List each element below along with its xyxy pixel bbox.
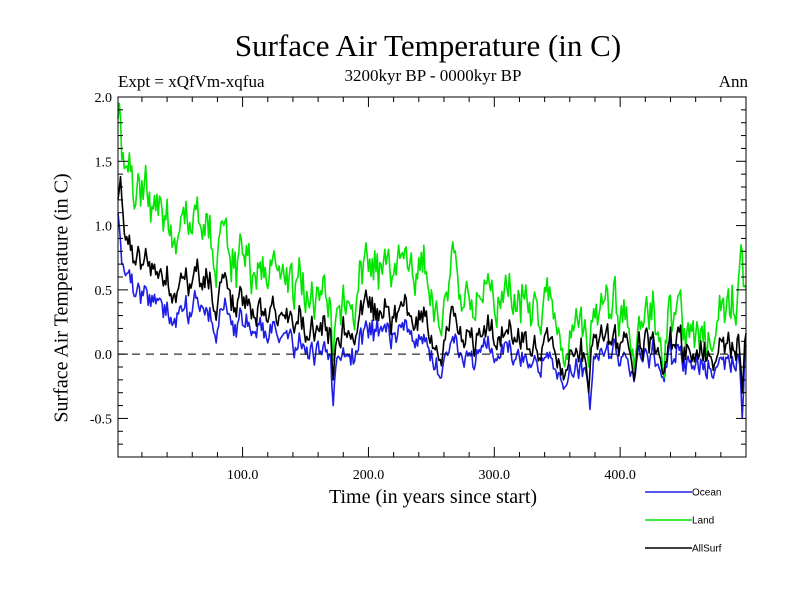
legend: Ocean Land AllSurf xyxy=(645,488,722,555)
x-tick-label: 400.0 xyxy=(604,468,636,483)
series-line-ocean xyxy=(117,212,747,420)
axis-ticks: -0.5 0.0 0.5 1.0 1.5 2.0 100.0 200.0 300.0 400.0 xyxy=(90,91,746,483)
x-tick-label: 300.0 xyxy=(479,468,511,483)
plot-frame xyxy=(117,96,747,458)
experiment-label: Expt = xQfVm-xqfua xyxy=(118,72,265,91)
chart-title: Surface Air Temperature (in C) xyxy=(234,28,622,63)
legend-label-allsurf: AllSurf xyxy=(692,544,722,555)
series-line-land xyxy=(117,102,747,379)
y-tick-label: 0.0 xyxy=(95,348,113,363)
y-tick-label: 1.5 xyxy=(95,155,113,170)
legend-label-land: Land xyxy=(692,516,714,527)
season-label: Ann xyxy=(718,72,748,91)
series-layer xyxy=(117,102,747,420)
period-label: 3200kyr BP - 0000kyr BP xyxy=(344,66,522,85)
y-tick-label: 2.0 xyxy=(95,91,113,106)
x-axis-label: Time (in years since start) xyxy=(328,486,538,508)
x-tick-label: 100.0 xyxy=(227,468,259,483)
legend-label-ocean: Ocean xyxy=(692,488,721,499)
y-tick-label: 0.5 xyxy=(95,284,113,299)
series-line-allsurf xyxy=(117,175,747,394)
x-tick-label: 200.0 xyxy=(353,468,385,483)
y-tick-label: -0.5 xyxy=(90,412,112,427)
y-tick-label: 1.0 xyxy=(95,220,113,235)
